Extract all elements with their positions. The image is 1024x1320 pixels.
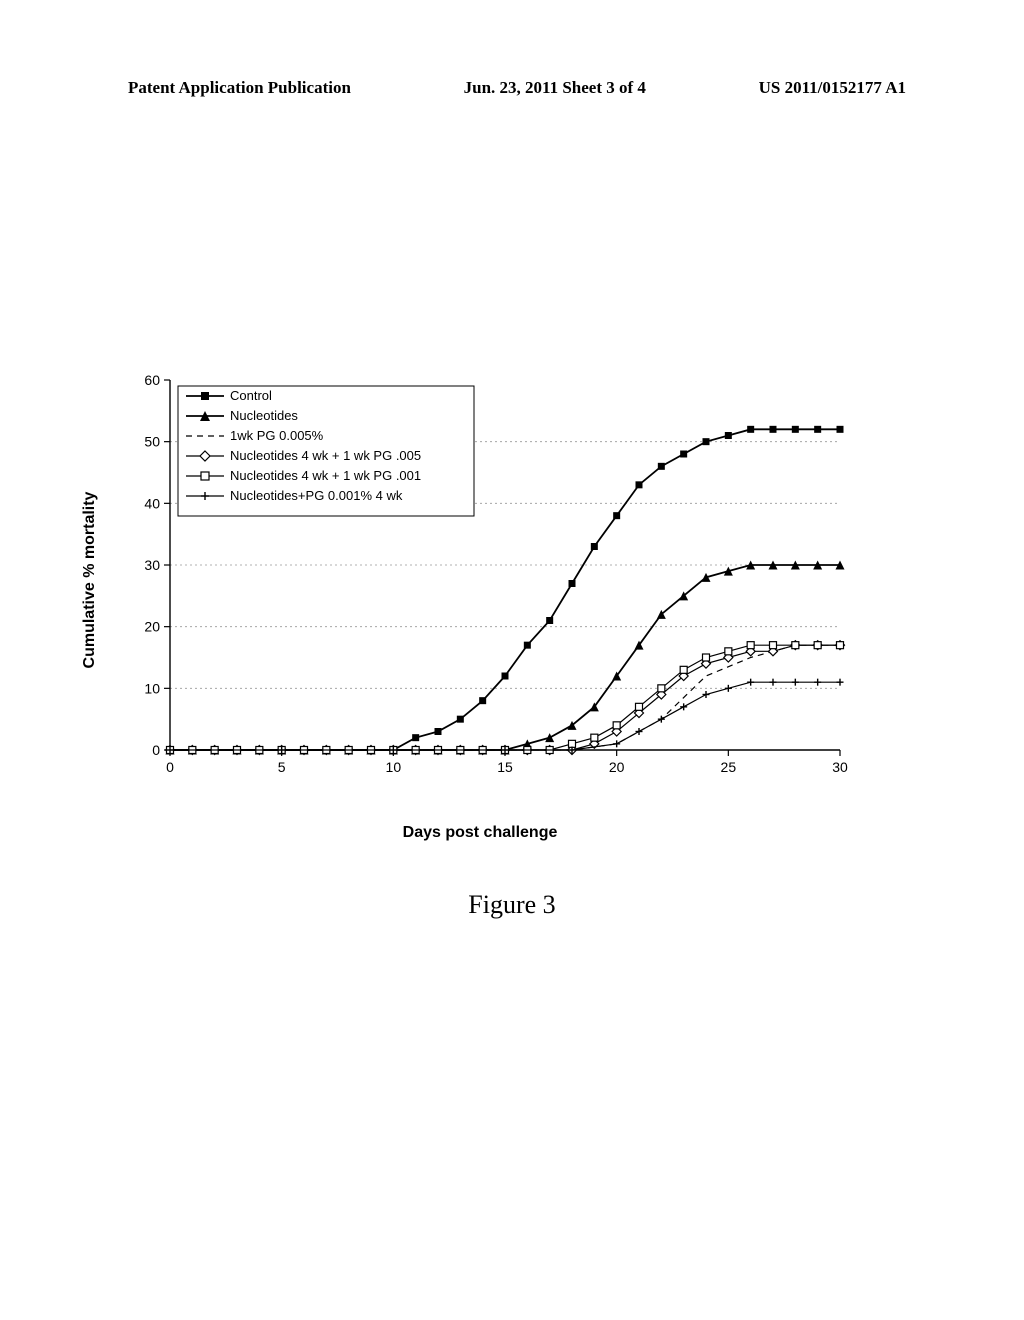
svg-text:Nucleotides: Nucleotides <box>230 408 298 423</box>
svg-text:20: 20 <box>609 759 625 775</box>
svg-text:40: 40 <box>144 495 160 511</box>
svg-text:50: 50 <box>144 434 160 450</box>
svg-text:30: 30 <box>832 759 848 775</box>
page-header: Patent Application Publication Jun. 23, … <box>0 78 1024 98</box>
svg-text:5: 5 <box>278 759 286 775</box>
svg-text:Control: Control <box>230 388 272 403</box>
svg-text:Nucleotides 4 wk + 1 wk PG .00: Nucleotides 4 wk + 1 wk PG .005 <box>230 448 421 463</box>
svg-text:1wk PG 0.005%: 1wk PG 0.005% <box>230 428 324 443</box>
svg-text:15: 15 <box>497 759 513 775</box>
svg-text:10: 10 <box>144 680 160 696</box>
svg-text:60: 60 <box>144 372 160 388</box>
x-axis-label: Days post challenge <box>403 824 558 842</box>
figure-caption: Figure 3 <box>0 890 1024 920</box>
header-right: US 2011/0152177 A1 <box>759 78 906 98</box>
header-left: Patent Application Publication <box>128 78 351 98</box>
svg-text:20: 20 <box>144 619 160 635</box>
svg-text:30: 30 <box>144 557 160 573</box>
svg-text:0: 0 <box>152 742 160 758</box>
header-center: Jun. 23, 2011 Sheet 3 of 4 <box>464 78 646 98</box>
svg-text:Nucleotides+PG 0.001% 4 wk: Nucleotides+PG 0.001% 4 wk <box>230 488 403 503</box>
y-axis-label: Cumulative % mortality <box>81 492 99 669</box>
svg-text:25: 25 <box>721 759 737 775</box>
svg-text:10: 10 <box>386 759 402 775</box>
mortality-chart: Cumulative % mortality 01020304050600510… <box>100 370 860 790</box>
chart-svg: 0 10 20 30 40 50 60 0 5 10 15 20 25 30 Control Nucleoti… <box>100 370 860 790</box>
svg-text:0: 0 <box>166 759 174 775</box>
svg-text:Nucleotides 4 wk + 1 wk PG .00: Nucleotides 4 wk + 1 wk PG .001 <box>230 468 421 483</box>
